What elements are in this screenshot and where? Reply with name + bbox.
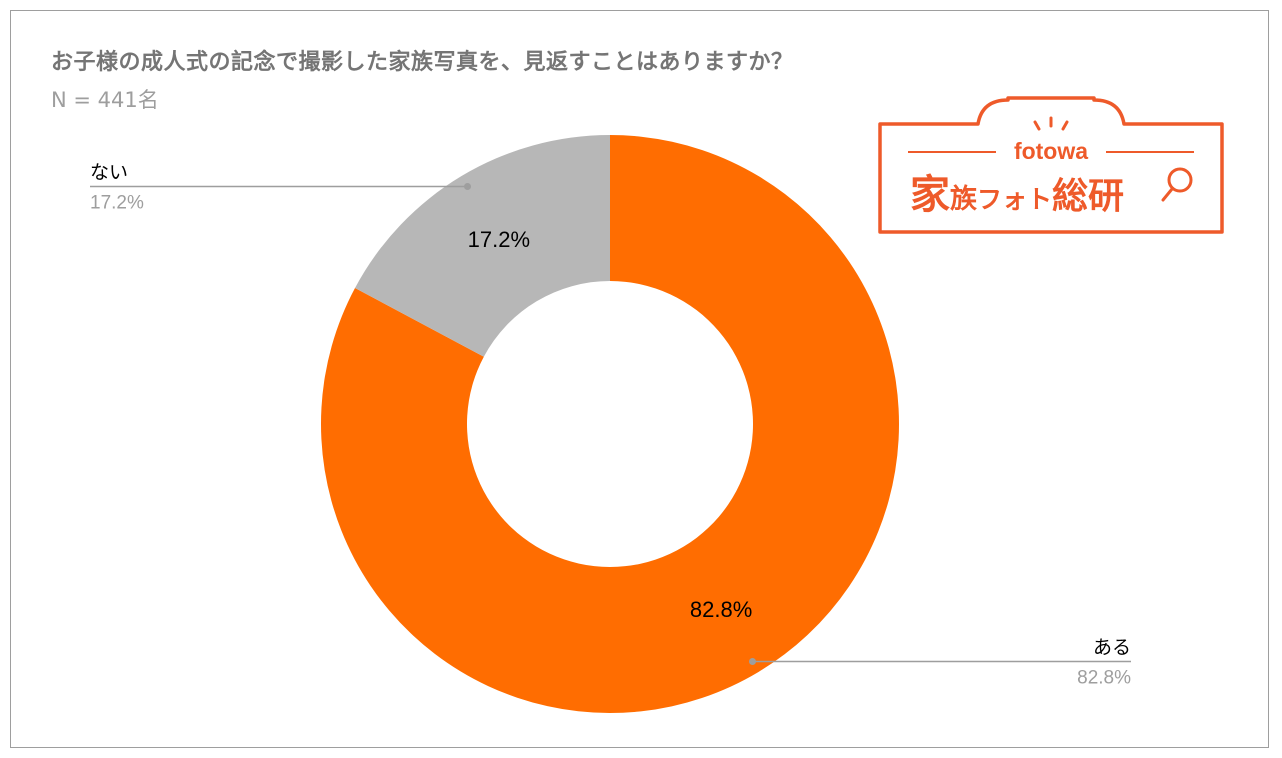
logo-frame (878, 96, 1224, 234)
fotowa-logo: fotowa 家族フォト総研 (878, 96, 1224, 234)
logo-sparkle-icon (1033, 116, 1069, 131)
callout-category-0: ある (1093, 637, 1131, 659)
logo-name-2: 族 (950, 183, 978, 215)
logo-name-1: 家 (910, 172, 950, 218)
logo-brand: fotowa (1014, 138, 1088, 164)
slice-value-label-0: 82.8% (690, 597, 752, 622)
callout-percent-1: 17.2% (90, 192, 144, 213)
logo-name-4: 総研 (1052, 176, 1124, 217)
callout-category-1: ない (90, 161, 128, 183)
chart-subtitle: N = 441名 (51, 88, 159, 112)
chart-title: お子様の成人式の記念で撮影した家族写真を、見返すことはありますか？ (51, 50, 794, 75)
logo-name-3: フォト (977, 185, 1052, 214)
callout-percent-0: 82.8% (1077, 668, 1131, 689)
svg-text:家族フォト総研: 家族フォト総研 (910, 172, 1124, 218)
magnifier-icon (1161, 167, 1193, 202)
slice-value-label-1: 17.2% (468, 227, 530, 252)
donut-slice-1 (355, 135, 610, 357)
donut-slice-0 (320, 135, 899, 714)
